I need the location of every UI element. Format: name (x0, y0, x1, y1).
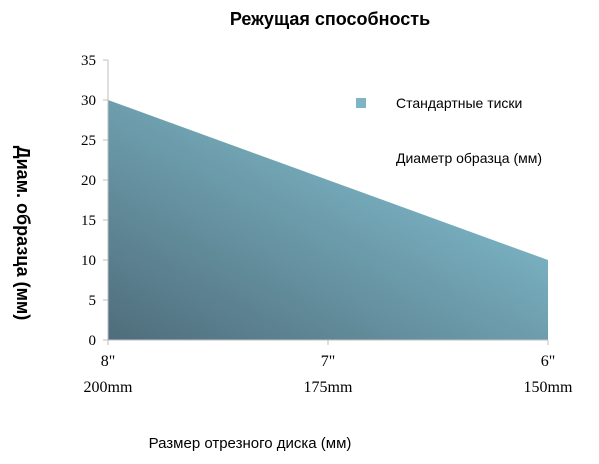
area-series-standard-vise (108, 100, 548, 340)
legend: Стандартные тиски Диаметр образца (мм) (356, 95, 542, 166)
x-axis-label: Размер отрезного диска (мм) (149, 435, 352, 452)
axes: 0 5 10 15 20 25 30 35 8" 200mm 7" 175mm 6" 150mm (81, 53, 573, 396)
y-tick-label: 10 (81, 253, 96, 269)
y-tick-label: 15 (81, 213, 96, 229)
x-tick-label-mm: 150mm (524, 379, 573, 396)
y-tick-label: 25 (81, 133, 96, 149)
x-tick-label-mm: 200mm (84, 379, 133, 396)
y-tick-label: 5 (89, 293, 97, 309)
y-tick-label: 20 (81, 173, 96, 189)
y-axis-label: Диам. образца (мм) (13, 146, 33, 320)
x-tick-label-mm: 175mm (304, 379, 353, 396)
plot-area (108, 100, 548, 340)
y-tick-label: 0 (89, 333, 97, 349)
y-tick-label: 35 (81, 53, 96, 69)
x-tick-label-inch: 8" (101, 353, 116, 370)
x-tick-label-inch: 6" (541, 353, 556, 370)
chart-title: Режущая способность (230, 9, 430, 29)
legend-label-standard-vise: Стандартные тиски (396, 95, 522, 111)
legend-label-sample-diameter: Диаметр образца (мм) (396, 150, 542, 166)
x-tick-label-inch: 7" (321, 353, 336, 370)
legend-swatch-standard-vise (356, 98, 366, 108)
y-tick-label: 30 (81, 93, 96, 109)
